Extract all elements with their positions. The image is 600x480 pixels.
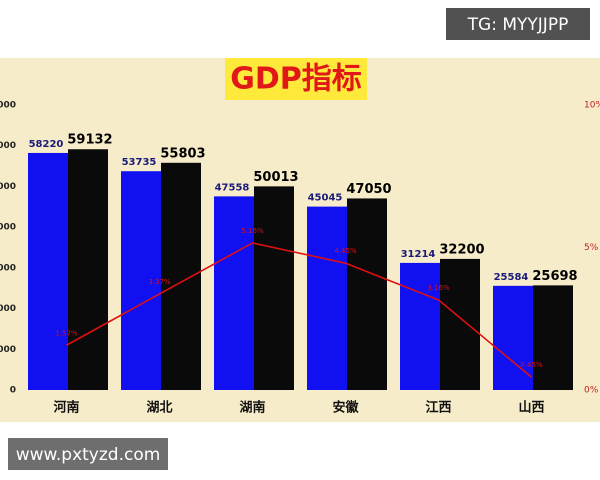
bar-value-label: 53735 xyxy=(122,157,157,168)
y-tick-label: 60000 xyxy=(0,141,16,151)
y-tick-label: 10000 xyxy=(0,345,16,355)
bar-value-label: 25584 xyxy=(494,272,529,283)
bar xyxy=(68,149,108,390)
title-background xyxy=(225,58,367,100)
line-value-label: 4.45% xyxy=(334,247,357,255)
line-value-label: 3.37% xyxy=(148,278,171,286)
bar xyxy=(214,196,254,390)
x-tick-label: 湖北 xyxy=(146,401,172,416)
bar xyxy=(440,258,480,390)
bar xyxy=(28,152,68,390)
tag-text: TG: MYYJJPP xyxy=(467,15,569,35)
y-tick-label: 20000 xyxy=(0,304,16,314)
bar-value-label: 32200 xyxy=(439,242,484,257)
line-value-label: 0.45% xyxy=(520,361,543,369)
y-tick-label: 40000 xyxy=(0,223,16,233)
line-value-label: 3.16% xyxy=(427,284,450,292)
x-tick-label: 湖南 xyxy=(239,400,265,416)
site-text: www.pxtyzd.com xyxy=(16,445,161,465)
bar-value-label: 55803 xyxy=(160,146,205,161)
chart-title: GDP指标 xyxy=(230,62,362,97)
y-tick-label: 70000 xyxy=(0,101,16,111)
bar xyxy=(347,198,387,390)
bar-value-label: 31214 xyxy=(401,249,436,260)
bar xyxy=(161,162,201,390)
x-tick-label: 江西 xyxy=(425,400,451,416)
bar-value-label: 47558 xyxy=(215,182,250,193)
y2-tick-label: 0% xyxy=(584,386,599,396)
line xyxy=(66,242,533,378)
line-value-label: 5.16% xyxy=(241,227,264,235)
bar-value-label: 50013 xyxy=(253,170,298,185)
bar xyxy=(121,171,161,390)
x-tick-label: 河南 xyxy=(53,400,79,416)
tag-background xyxy=(446,8,590,40)
bar-value-label: 58220 xyxy=(29,139,64,150)
bar-value-label: 25698 xyxy=(532,269,577,284)
site-background xyxy=(8,438,168,470)
bar-value-label: 45045 xyxy=(308,193,343,204)
bar-value-label: 59132 xyxy=(67,133,112,148)
y-tick-label: 50000 xyxy=(0,182,16,192)
y-tick-label: 30000 xyxy=(0,263,16,273)
bar xyxy=(533,285,573,390)
y-tick-label: 0 xyxy=(10,386,16,396)
y2-tick-label: 5% xyxy=(584,243,599,253)
line-value-label: 1.57% xyxy=(55,329,78,337)
x-tick-label: 安徽 xyxy=(332,400,359,416)
bar-value-label: 47050 xyxy=(346,182,391,197)
x-tick-label: 山西 xyxy=(518,400,544,416)
bar xyxy=(400,262,440,390)
bar xyxy=(254,186,294,390)
bar xyxy=(307,206,347,390)
y2-tick-label: 10% xyxy=(584,101,600,111)
